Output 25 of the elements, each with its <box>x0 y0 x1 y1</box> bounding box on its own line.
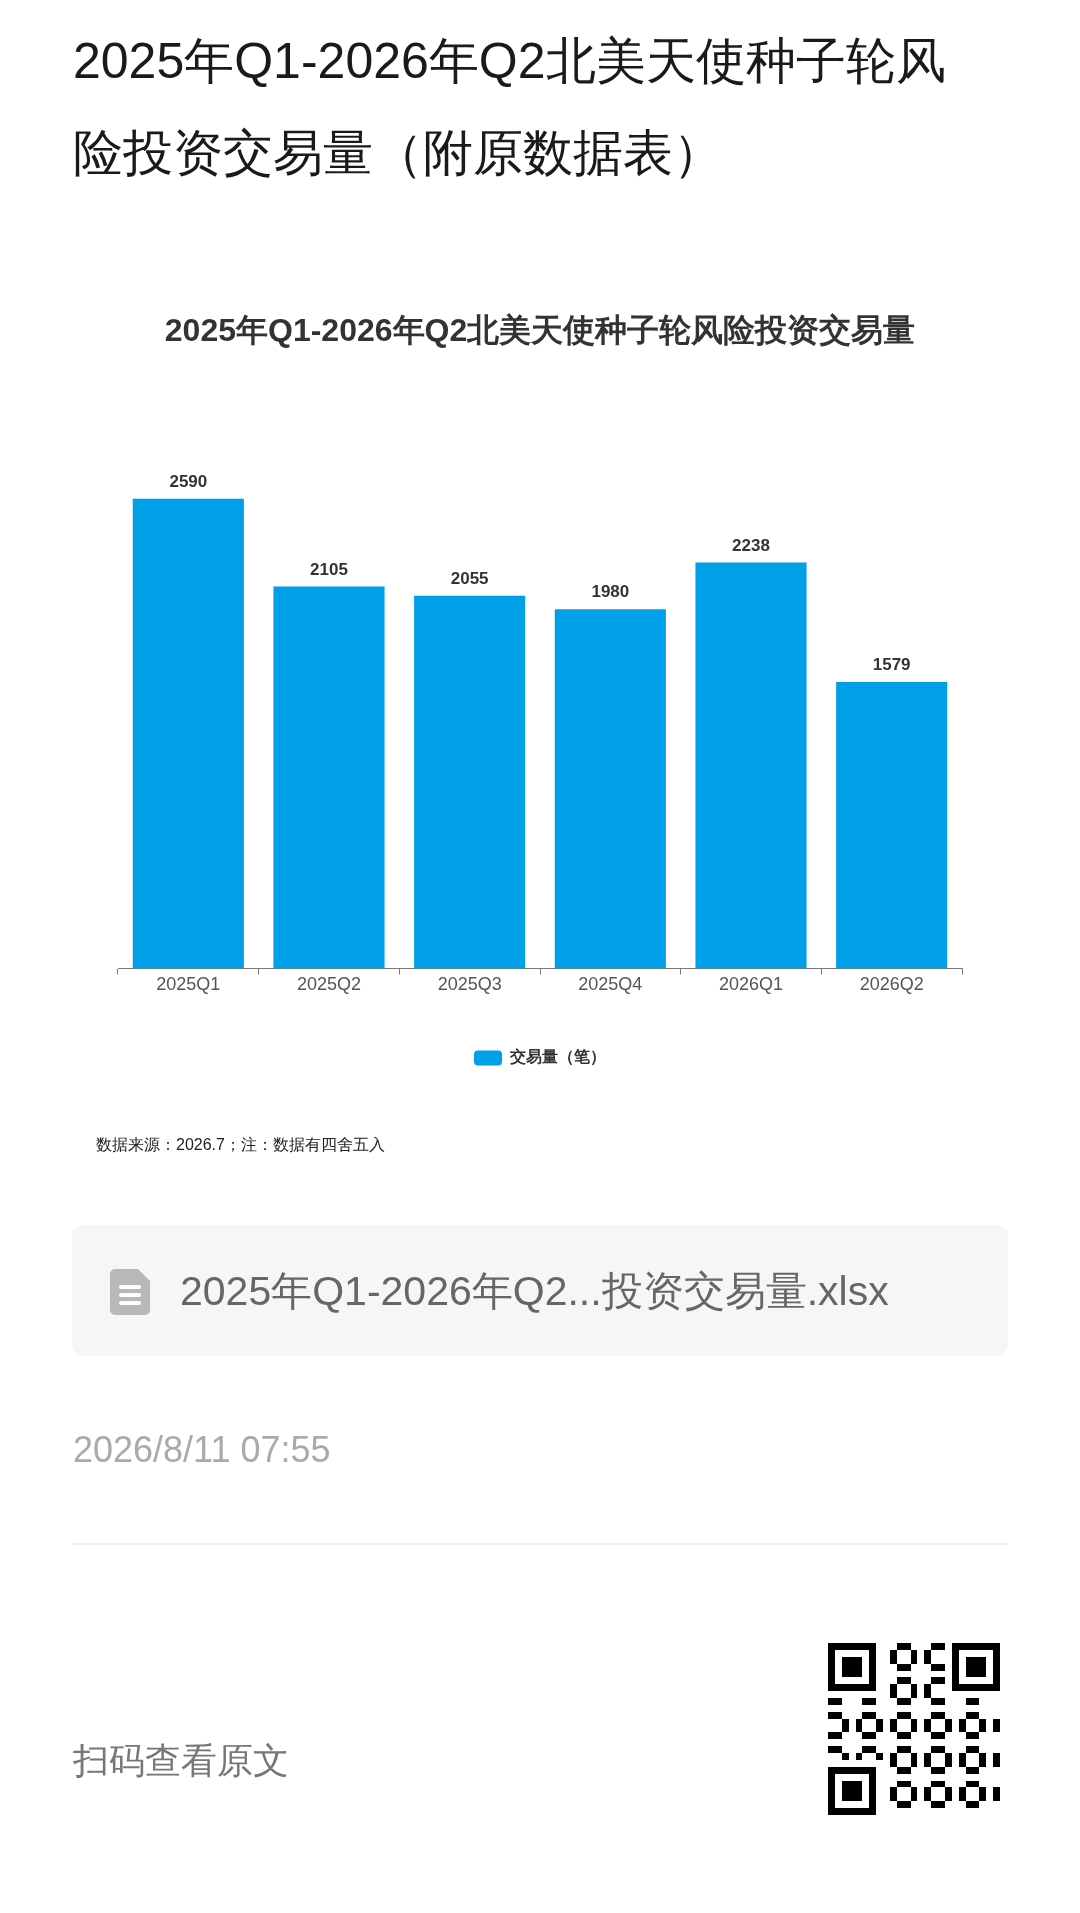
x-tick-label: 2025Q4 <box>578 974 643 995</box>
source-note: 数据来源：2026.7；注：数据有四舍五入 <box>96 1135 385 1155</box>
bar <box>554 609 666 969</box>
data-label: 2055 <box>450 568 489 588</box>
bar <box>273 586 385 969</box>
bar <box>836 682 948 969</box>
x-tick-label: 2026Q2 <box>859 974 924 995</box>
legend-label: 交易量（笔） <box>509 1047 606 1067</box>
text: 扫码查看原文 <box>73 1739 289 1783</box>
data-label: 1980 <box>591 582 630 602</box>
x-tick-label: 2026Q1 <box>718 974 784 995</box>
data-label: 2238 <box>732 535 770 555</box>
text: 2026/8/11 07:55 <box>73 1428 331 1472</box>
text: 2025年Q1-2026年Q2...投资交易量.xlsx <box>180 1267 889 1316</box>
bar <box>132 498 244 969</box>
data-label: 1579 <box>872 655 911 675</box>
data-label: 2105 <box>310 559 348 579</box>
bar <box>695 562 807 969</box>
bar <box>414 595 526 969</box>
x-tick-label: 2025Q3 <box>437 974 502 995</box>
data-label: 2590 <box>169 471 208 491</box>
x-tick-label: 2025Q1 <box>156 974 221 995</box>
chart-subtitle: 2025年Q1-2026年Q2北美天使种子轮风险投资交易量 <box>164 312 916 349</box>
chart-title: 2025年Q1-2026年Q2北美天使种子轮风险投资交易量（附原数据表） <box>73 32 947 183</box>
x-tick-label: 2025Q2 <box>296 974 362 995</box>
